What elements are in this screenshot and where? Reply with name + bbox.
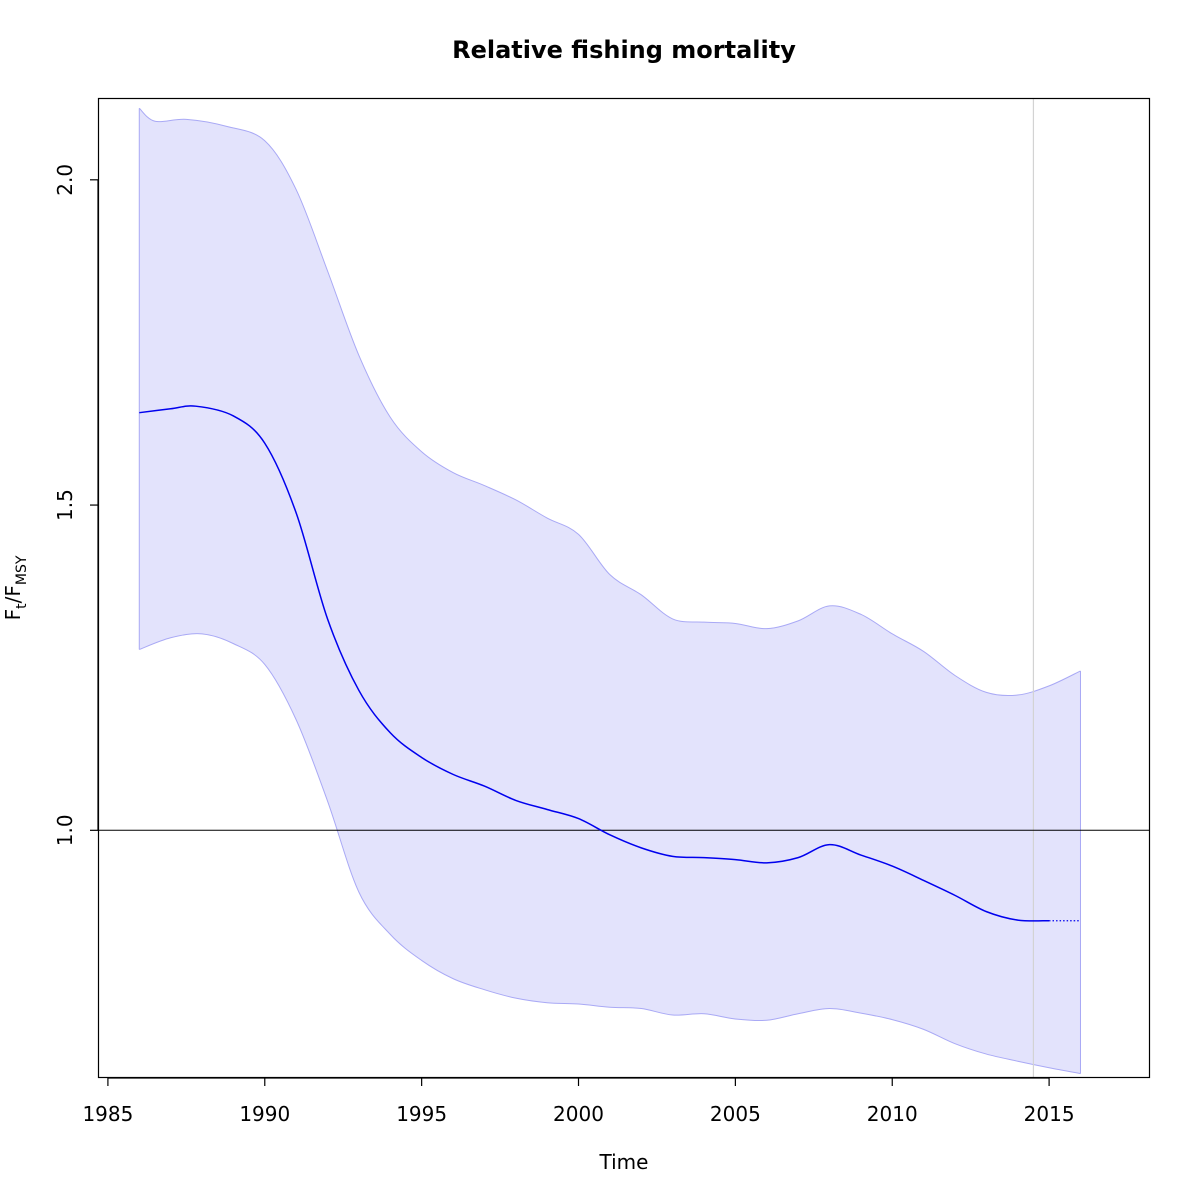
- y-axis-label: Ft/FMSY: [1, 555, 30, 620]
- x-tick-label: 2015: [1024, 1102, 1075, 1126]
- y-tick-label: 1.5: [53, 489, 77, 521]
- confidence-band: [139, 108, 1081, 1074]
- band-lower-edge: [139, 633, 1081, 1075]
- x-axis: 1985 1990 1995 2000 2005 2010 2015: [82, 1077, 1075, 1126]
- band-upper-edge: [138, 107, 1081, 697]
- x-tick-label: 1995: [396, 1102, 447, 1126]
- series-line: [139, 405, 1050, 922]
- y-axis: 1.0 1.5 2.0: [53, 164, 99, 846]
- x-tick-label: 1990: [239, 1102, 290, 1126]
- x-tick-label: 2010: [867, 1102, 918, 1126]
- x-axis-label: Time: [599, 1150, 649, 1174]
- y-tick-label: 1.0: [53, 814, 77, 846]
- x-tick-label: 2000: [553, 1102, 604, 1126]
- chart-title: Relative fishing mortality: [452, 36, 796, 64]
- plot-area: [98, 98, 1150, 1078]
- x-tick-label: 2005: [710, 1102, 761, 1126]
- x-tick-label: 1985: [82, 1102, 133, 1126]
- y-tick-label: 2.0: [53, 164, 77, 196]
